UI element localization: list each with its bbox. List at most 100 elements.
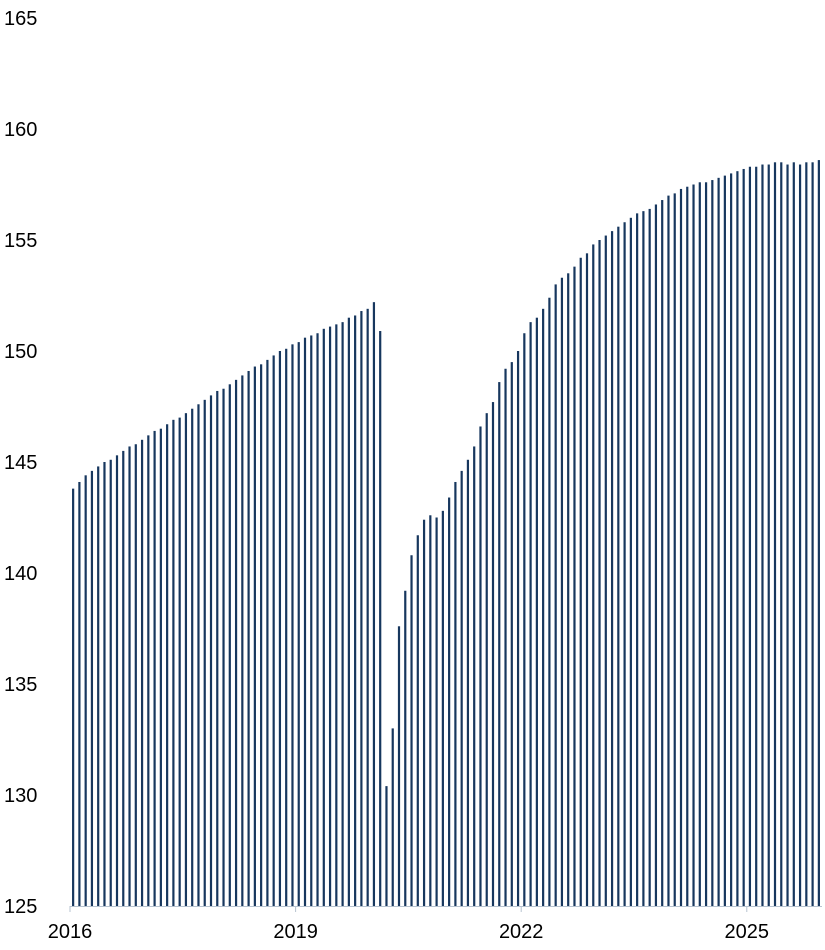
bar xyxy=(598,240,601,906)
bar xyxy=(360,311,363,906)
bar xyxy=(372,302,376,906)
bar xyxy=(197,404,200,906)
bar xyxy=(730,173,733,906)
bar xyxy=(454,481,457,906)
bar xyxy=(328,326,332,907)
bar xyxy=(90,470,94,906)
bar xyxy=(404,590,407,906)
bar xyxy=(761,164,764,906)
y-tick-label: 155 xyxy=(4,230,37,252)
bar xyxy=(805,162,808,907)
bar xyxy=(673,193,676,906)
bar xyxy=(84,475,87,906)
bar xyxy=(473,446,476,906)
bar xyxy=(147,435,150,906)
bar xyxy=(322,328,325,906)
y-tick-label: 145 xyxy=(4,452,37,474)
bar xyxy=(209,395,213,906)
bar xyxy=(504,368,507,906)
bar xyxy=(748,166,752,907)
bar xyxy=(72,488,75,906)
bar xyxy=(278,351,282,906)
bar xyxy=(310,335,313,907)
bar xyxy=(723,175,726,906)
bar xyxy=(736,171,739,906)
y-tick-label: 125 xyxy=(4,896,37,918)
bar xyxy=(78,481,81,906)
y-tick-label: 130 xyxy=(4,785,37,807)
bar xyxy=(661,200,664,907)
bar xyxy=(222,388,225,906)
bar-series xyxy=(72,160,820,907)
bar xyxy=(742,168,745,906)
bar xyxy=(134,444,137,906)
bar xyxy=(529,322,532,906)
bar xyxy=(272,355,275,906)
bar xyxy=(767,164,770,906)
bar xyxy=(617,226,620,906)
bar xyxy=(604,235,607,906)
bar xyxy=(391,728,394,906)
bar xyxy=(654,204,658,907)
bar xyxy=(510,362,513,907)
x-tick-label: 2019 xyxy=(273,921,318,943)
bar xyxy=(203,399,206,906)
bar xyxy=(266,359,269,906)
y-tick-label: 165 xyxy=(4,8,37,30)
bar xyxy=(817,160,820,906)
bar xyxy=(341,322,344,906)
bar xyxy=(153,430,156,906)
bar xyxy=(128,446,131,906)
bar xyxy=(241,375,244,906)
bar xyxy=(115,455,119,906)
bar xyxy=(103,462,106,906)
bar xyxy=(216,390,219,907)
bar xyxy=(191,408,194,906)
bar xyxy=(780,162,783,907)
bar xyxy=(260,364,263,906)
bar xyxy=(667,195,670,907)
bar xyxy=(560,277,564,906)
bar xyxy=(554,284,557,906)
bar xyxy=(811,162,814,907)
bar xyxy=(711,180,714,906)
bar xyxy=(159,428,162,906)
bar xyxy=(485,413,488,906)
bar xyxy=(253,366,256,906)
x-tick-label: 2016 xyxy=(48,921,93,943)
y-tick-label: 150 xyxy=(4,341,37,363)
bar xyxy=(410,555,413,906)
bar xyxy=(755,166,758,907)
bar xyxy=(172,419,175,906)
bar xyxy=(623,222,626,907)
bar xyxy=(786,164,789,906)
x-tick-label: 2022 xyxy=(499,921,544,943)
bar xyxy=(379,331,382,906)
bar xyxy=(491,402,495,906)
bar xyxy=(686,186,689,907)
y-tick-label: 160 xyxy=(4,119,37,141)
bar xyxy=(441,510,444,906)
bar xyxy=(429,515,432,906)
bar xyxy=(592,244,595,906)
bar xyxy=(548,297,551,907)
bar xyxy=(717,177,720,907)
x-tick-label: 2025 xyxy=(725,921,770,943)
bar xyxy=(385,786,388,906)
x-axis: 2016 2019 2022 2025 xyxy=(48,906,822,943)
bar xyxy=(542,308,545,906)
bar xyxy=(523,333,526,906)
bar xyxy=(773,162,777,907)
bar xyxy=(498,382,501,907)
bar xyxy=(228,384,231,906)
bar xyxy=(184,413,188,906)
bar xyxy=(97,466,100,906)
bar xyxy=(303,337,307,906)
bar xyxy=(335,324,338,906)
bar xyxy=(698,182,701,906)
y-tick-label: 140 xyxy=(4,563,37,585)
bar xyxy=(479,426,482,906)
bar xyxy=(347,317,350,906)
